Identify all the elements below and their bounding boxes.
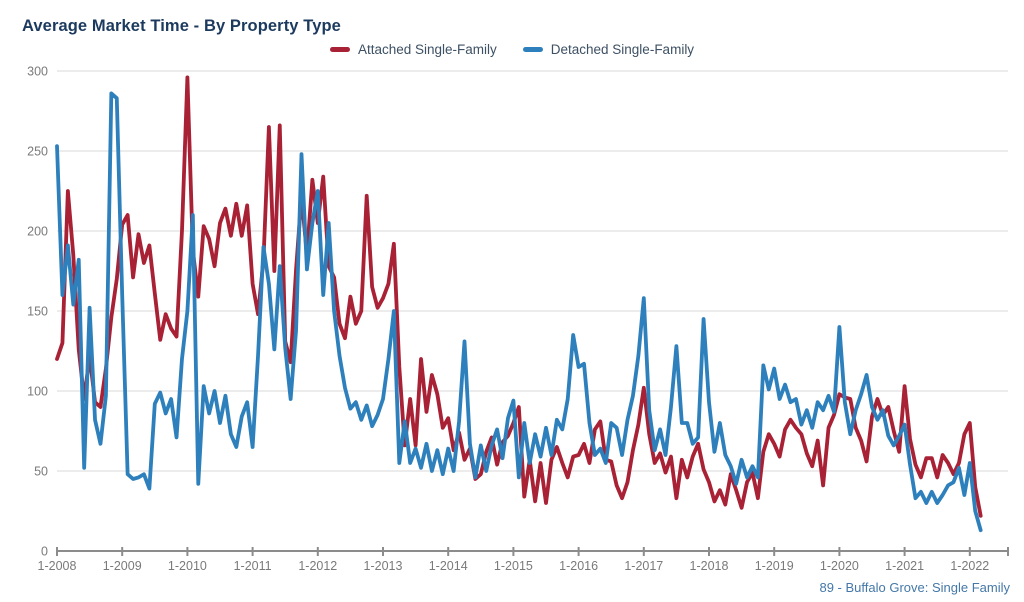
x-tick-label: 1-2011 — [234, 559, 272, 573]
x-tick-label: 1-2008 — [38, 559, 77, 573]
legend-item-detached[interactable]: Detached Single-Family — [522, 42, 695, 57]
y-tick-label: 250 — [27, 145, 48, 159]
x-tick-label: 1-2021 — [885, 559, 924, 573]
x-tick-label: 1-2022 — [950, 559, 989, 573]
y-tick-label: 50 — [34, 465, 48, 479]
y-tick-label: 100 — [27, 385, 48, 399]
x-tick-label: 1-2020 — [820, 559, 859, 573]
legend-label-detached: Detached Single-Family — [550, 42, 695, 57]
y-tick-label: 150 — [27, 305, 48, 319]
y-tick-label: 300 — [27, 65, 48, 79]
legend-label-attached: Attached Single-Family — [357, 42, 497, 57]
page-title: Average Market Time - By Property Type — [22, 17, 341, 35]
x-tick-label: 1-2018 — [690, 559, 729, 573]
attached-series-swatch-icon — [329, 47, 350, 52]
detached-series-swatch-icon — [522, 47, 543, 52]
detached-series-line[interactable] — [55, 91, 983, 533]
x-tick-label: 1-2010 — [168, 559, 207, 573]
x-tick-label: 1-2016 — [559, 559, 598, 573]
chart-footnote: 89 - Buffalo Grove: Single Family — [819, 580, 1010, 595]
x-tick-label: 1-2013 — [364, 559, 403, 573]
y-tick-label: 200 — [27, 225, 48, 239]
x-tick-label: 1-2019 — [755, 559, 794, 573]
legend-item-attached[interactable]: Attached Single-Family — [329, 42, 497, 57]
legend: Attached Single-Family Detached Single-F… — [0, 42, 1024, 57]
y-tick-label: 0 — [41, 545, 48, 559]
x-tick-label: 1-2017 — [624, 559, 663, 573]
x-tick-label: 1-2012 — [298, 559, 337, 573]
x-tick-label: 1-2009 — [103, 559, 142, 573]
attached-series-line[interactable] — [55, 75, 983, 518]
x-tick-label: 1-2014 — [429, 559, 468, 573]
x-tick-label: 1-2015 — [494, 559, 533, 573]
